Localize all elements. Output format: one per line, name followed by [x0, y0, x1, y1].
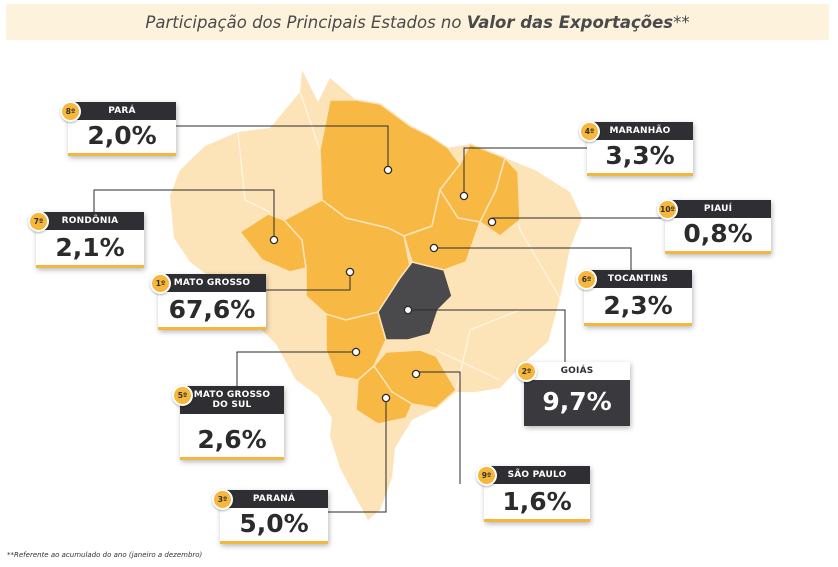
connector-maranhao	[463, 147, 587, 196]
dot-mato-grosso	[345, 267, 355, 277]
dot-sao-paulo	[411, 369, 421, 379]
state-dots	[269, 165, 497, 403]
rank-badge-tocantins: 6º	[576, 269, 597, 290]
rank-badge-maranhao: 4º	[579, 121, 600, 142]
dot-para	[383, 165, 393, 175]
connector-rondonia	[93, 189, 275, 240]
dot-mato-grosso-do-sul	[351, 347, 361, 357]
dot-piaui	[487, 217, 497, 227]
card-sao-paulo-label: SÃO PAULO	[484, 466, 590, 484]
connector-sao-paulo	[416, 371, 461, 484]
card-maranhao-value: 3,3%	[605, 141, 675, 170]
card-mato-grosso-do-sul-value: 2,6%	[197, 425, 267, 454]
connector-tocantins	[434, 247, 632, 272]
card-mato-grosso-value: 67,6%	[168, 295, 256, 324]
connector-para	[176, 125, 389, 170]
title-highlight: Valor das Exportações	[466, 12, 674, 32]
card-tocantins-value: 2,3%	[603, 291, 673, 320]
card-parana-label: PARANÁ	[220, 490, 328, 508]
card-rondonia: RONDÔNIA 2,1%	[36, 212, 144, 268]
card-piaui-label: PIAUÍ	[665, 200, 771, 218]
rank-badge-para: 8º	[60, 101, 81, 122]
rank-badge-mato-grosso-do-sul: 5º	[172, 385, 193, 406]
card-para-label: PARÁ	[68, 102, 176, 120]
dot-maranhao	[459, 191, 469, 201]
card-mato-grosso-label: MATO GROSSO	[158, 274, 266, 292]
chart-title: Participação dos Principais Estados no V…	[145, 12, 690, 32]
card-mato-grosso-do-sul-label: MATO GROSSO DO SUL	[180, 386, 284, 414]
card-maranhao: MARANHÃO 3,3%	[587, 122, 693, 176]
card-tocantins: TOCANTINS 2,3%	[584, 270, 692, 326]
card-sao-paulo-value: 1,6%	[502, 487, 572, 516]
dot-tocantins	[429, 243, 439, 253]
connector-mato-grosso-do-sul	[236, 351, 356, 392]
card-para: PARÁ 2,0%	[68, 102, 176, 156]
card-piaui: PIAUÍ 0,8%	[665, 200, 771, 254]
card-parana: PARANÁ 5,0%	[220, 490, 328, 544]
footnote: **Referente ao acumulado do ano (janeiro…	[7, 551, 203, 559]
connector-lines	[93, 125, 665, 513]
rank-badge-rondonia: 7º	[28, 211, 49, 232]
title-bar: Participação dos Principais Estados no V…	[6, 4, 829, 40]
card-rondonia-label: RONDÔNIA	[36, 212, 144, 230]
dot-parana	[381, 393, 391, 403]
dot-goias	[403, 305, 413, 315]
dot-rondonia	[269, 235, 279, 245]
card-mato-grosso-do-sul: MATO GROSSO DO SUL 2,6%	[180, 386, 284, 460]
rank-badge-sao-paulo: 9º	[476, 465, 497, 486]
rank-badge-mato-grosso: 1º	[150, 273, 171, 294]
state-shape-tocantins	[403, 188, 481, 271]
card-goias-value: 9,7%	[542, 387, 612, 416]
connector-goias	[408, 309, 566, 362]
state-shape-piaui	[479, 156, 521, 237]
connector-mato-grosso	[265, 272, 351, 291]
rank-badge-goias: 2º	[516, 361, 537, 382]
card-goias: GOIÁS 9,7%	[524, 362, 630, 426]
connector-parana	[327, 398, 387, 513]
card-sao-paulo: SÃO PAULO 1,6%	[484, 466, 590, 522]
card-para-value: 2,0%	[87, 121, 157, 150]
state-shape-goias	[377, 261, 453, 341]
card-tocantins-label: TOCANTINS	[584, 270, 692, 288]
rank-badge-parana: 3º	[212, 489, 233, 510]
card-parana-value: 5,0%	[239, 509, 309, 538]
card-maranhao-label: MARANHÃO	[587, 122, 693, 140]
card-rondonia-value: 2,1%	[55, 233, 125, 262]
card-piaui-value: 0,8%	[683, 219, 753, 248]
card-mato-grosso: MATO GROSSO 67,6%	[158, 274, 266, 330]
card-goias-label: GOIÁS	[524, 362, 630, 380]
rank-badge-piaui: 10º	[657, 199, 678, 220]
